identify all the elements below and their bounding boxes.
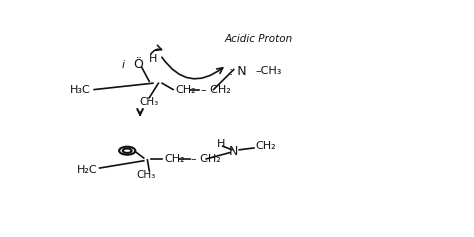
Text: i: i [122,60,125,70]
Text: H: H [149,55,157,64]
Text: Ö: Ö [133,59,143,71]
Text: CH₂: CH₂ [256,141,276,151]
Text: N: N [229,145,238,158]
Text: CH₃: CH₃ [136,170,155,180]
Text: – CH₂: – CH₂ [201,85,230,95]
Text: CH₃: CH₃ [140,97,159,107]
Text: CH₂: CH₂ [175,85,196,95]
Text: H: H [217,139,225,149]
Text: : N: : N [228,65,246,78]
Text: –CH₃: –CH₃ [256,66,282,76]
Text: H₃C: H₃C [70,85,91,95]
Text: H₂C: H₂C [77,165,98,175]
Text: – CH₂: – CH₂ [191,154,221,164]
Text: CH₂: CH₂ [164,154,184,164]
Text: Acidic Proton: Acidic Proton [225,34,293,44]
